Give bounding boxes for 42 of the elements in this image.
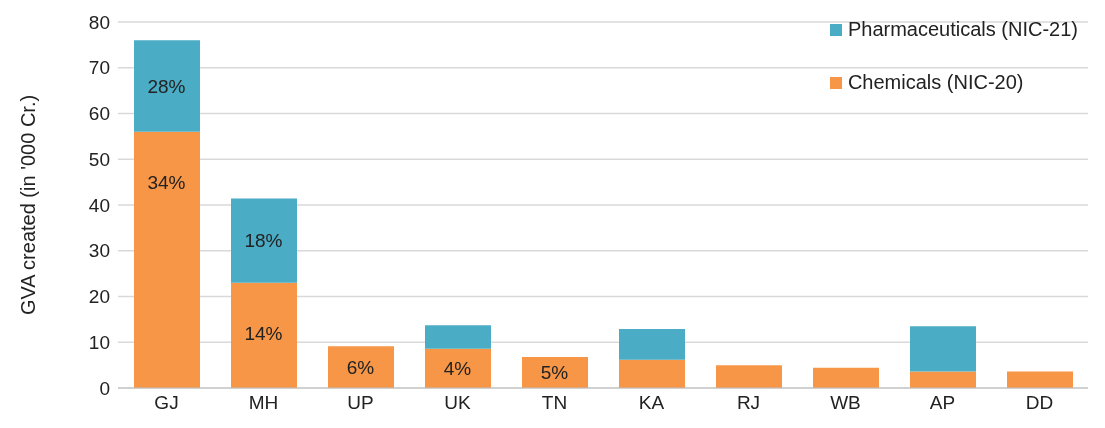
annotation: 28% bbox=[147, 75, 186, 97]
y-tick-label: 20 bbox=[88, 286, 110, 308]
y-tick-label: 40 bbox=[88, 194, 110, 216]
annotation: 34% bbox=[147, 171, 186, 193]
bar bbox=[910, 371, 976, 388]
legend-label: Pharmaceuticals (NIC-21) bbox=[847, 18, 1078, 41]
bar bbox=[910, 326, 976, 372]
x-tick-label: GJ bbox=[154, 392, 179, 414]
bar bbox=[425, 325, 491, 349]
annotation: 18% bbox=[244, 230, 283, 252]
y-tick-label: 30 bbox=[88, 240, 110, 262]
bar bbox=[231, 198, 297, 283]
x-tick-label: RJ bbox=[736, 392, 761, 414]
y-tick-label: 70 bbox=[88, 57, 110, 79]
bar bbox=[619, 359, 685, 388]
bar bbox=[328, 346, 394, 388]
bar bbox=[619, 328, 685, 360]
bar bbox=[1007, 371, 1073, 388]
annotation: 14% bbox=[244, 322, 283, 344]
x-tick-label: DD bbox=[1025, 392, 1054, 414]
x-tick-label: AP bbox=[929, 392, 956, 414]
bar bbox=[716, 365, 782, 388]
x-tick-label: WB bbox=[830, 392, 861, 414]
bar bbox=[813, 367, 879, 388]
x-tick-label: UK bbox=[444, 392, 472, 414]
y-tick-label: 60 bbox=[88, 103, 110, 125]
x-tick-label: TN bbox=[541, 392, 568, 414]
y-tick-label: 80 bbox=[88, 11, 110, 33]
x-tick-label: KA bbox=[638, 392, 665, 414]
annotation: 5% bbox=[540, 362, 569, 384]
y-axis-title: GVA created (in '000 Cr.) bbox=[17, 94, 40, 316]
x-tick-label: UP bbox=[347, 392, 374, 414]
annotation: 4% bbox=[443, 358, 472, 380]
bar bbox=[231, 282, 297, 388]
legend-label: Chemicals (NIC-20) bbox=[847, 71, 1024, 94]
bar bbox=[134, 131, 200, 388]
y-tick-label: 0 bbox=[99, 377, 110, 399]
bar bbox=[134, 40, 200, 132]
y-tick-label: 50 bbox=[88, 148, 110, 170]
annotation: 6% bbox=[346, 356, 375, 378]
y-tick-label: 10 bbox=[88, 331, 110, 353]
x-tick-label: MH bbox=[248, 392, 279, 414]
